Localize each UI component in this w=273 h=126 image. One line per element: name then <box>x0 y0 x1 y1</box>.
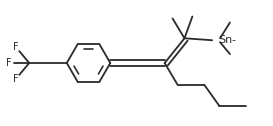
Text: F: F <box>13 74 18 84</box>
Text: F: F <box>6 58 11 68</box>
Text: Sn: Sn <box>218 35 232 45</box>
Text: F: F <box>13 42 18 52</box>
Text: -: - <box>232 35 236 45</box>
